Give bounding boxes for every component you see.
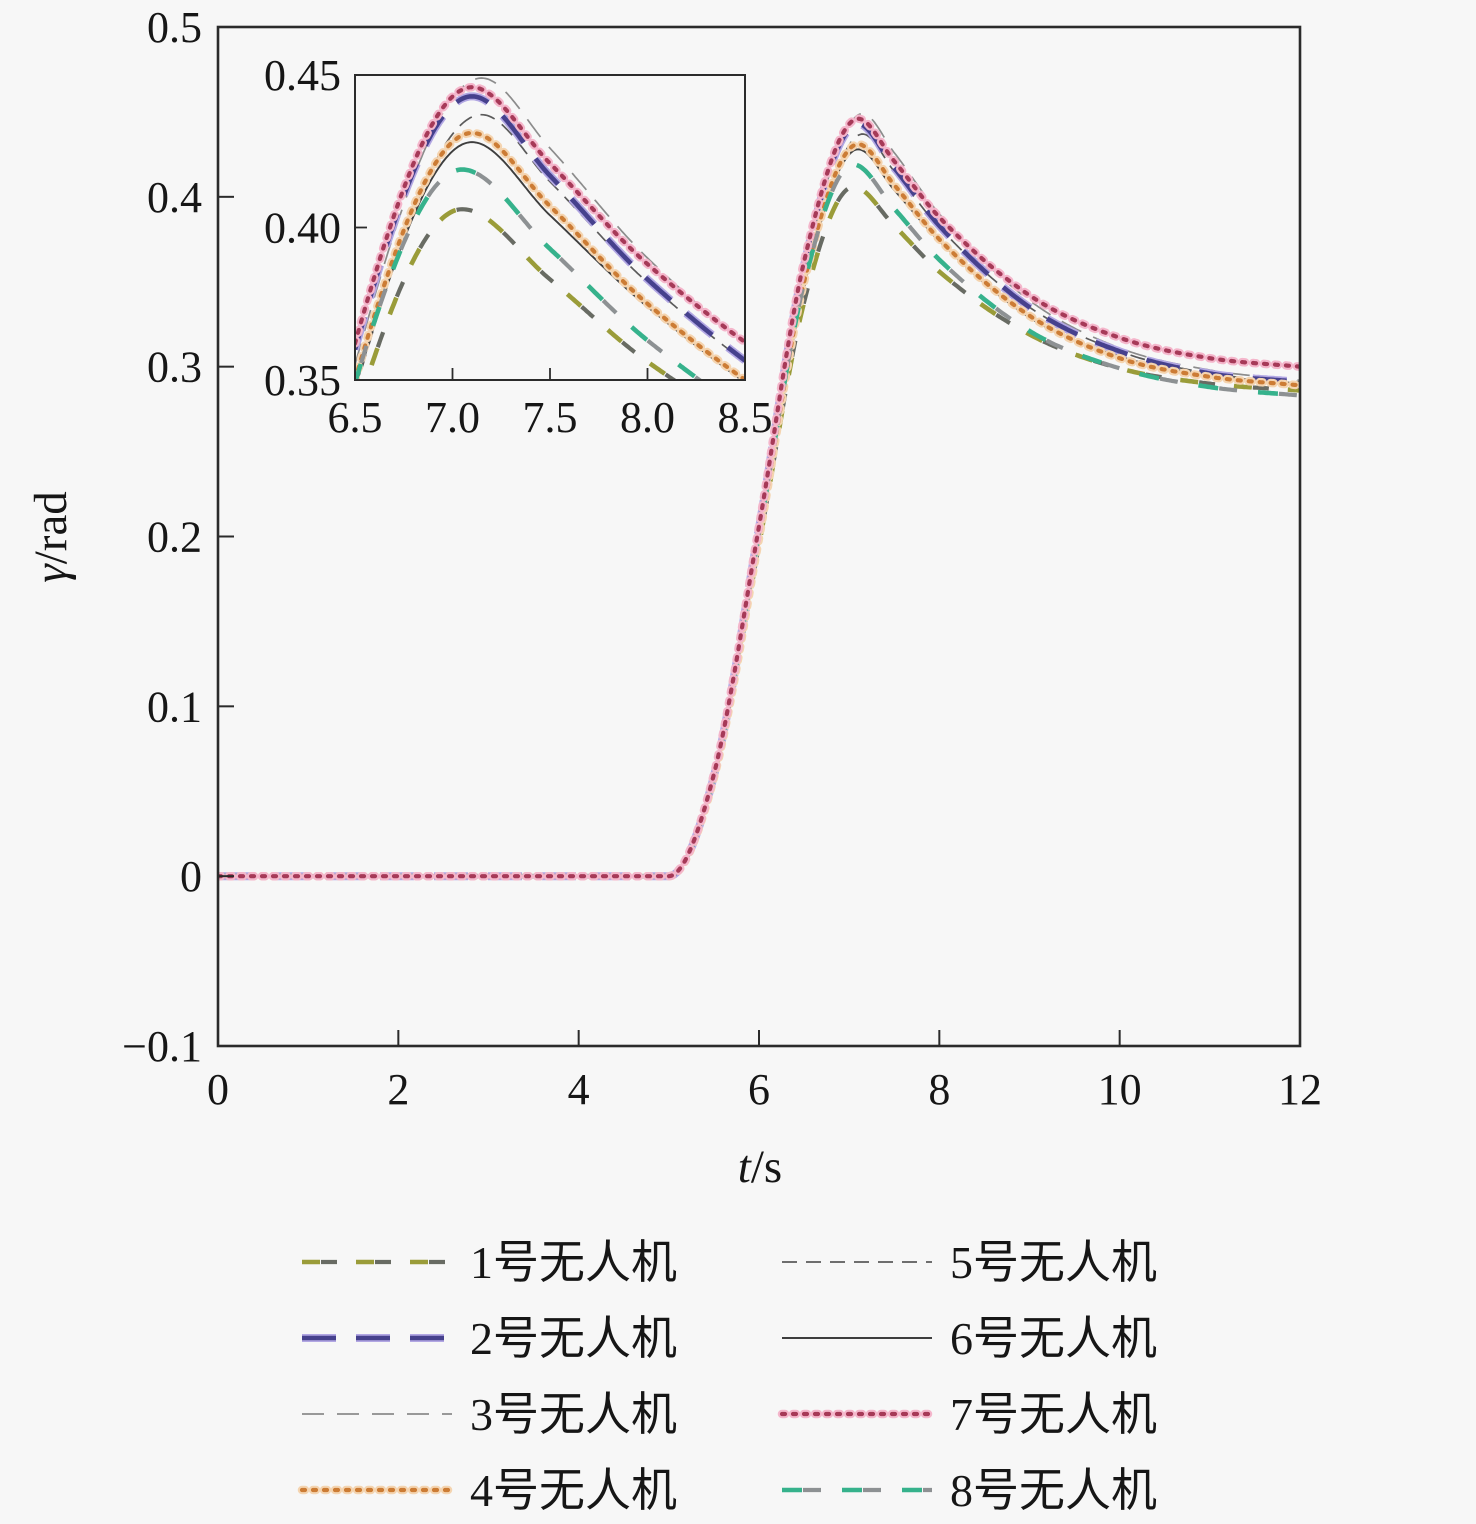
legend-label: 7号无人机 (950, 1389, 1157, 1440)
legend-label: 6号无人机 (950, 1313, 1157, 1364)
series-line-8号无人机-inset (355, 167, 704, 380)
series-line-1号无人机-inset-layer1 (364, 207, 678, 380)
legend-item-5: 5号无人机 (782, 1237, 1157, 1288)
legend-label: 4号无人机 (470, 1465, 677, 1516)
inset-curves (355, 77, 745, 380)
legend-item-8: 8号无人机 (782, 1465, 1157, 1516)
y-tick-label: 0.5 (147, 3, 202, 52)
main-plot-axes: 0 2 4 6 8 10 12−0.100.10.20.30.40.5 (122, 3, 1322, 1114)
y-tick-label: −0.1 (122, 1022, 202, 1071)
x-tick-label: 2 (387, 1065, 409, 1114)
x-tick-label: 12 (1278, 1065, 1322, 1114)
inset-x-tick-label: 7.5 (523, 393, 578, 442)
legend-label: 8号无人机 (950, 1465, 1157, 1516)
legend-item-2: 2号无人机 (302, 1313, 677, 1364)
inset-x-tick-label: 8.5 (718, 393, 773, 442)
inset-x-tick-label: 6.5 (328, 393, 383, 442)
inset-plot: 6.5 7.0 7.5 8.0 8.5 0.35 0.40 0.45 (264, 51, 773, 442)
y-tick-label: 0.1 (147, 682, 202, 731)
series-line-2号无人机-inset-layer1 (355, 94, 745, 363)
legend-item-1: 1号无人机 (302, 1237, 677, 1288)
y-tick-label: 0.2 (147, 513, 202, 562)
inset-y-tick-label: 0.45 (264, 51, 341, 100)
x-axis-label: t/s (738, 1141, 782, 1193)
series-line-7号无人机-inset-layer1 (355, 85, 745, 346)
x-axis-unit: /s (751, 1141, 782, 1193)
x-axis-symbol: t (738, 1141, 752, 1193)
y-tick-label: 0.4 (147, 173, 202, 222)
x-tick-label: 6 (748, 1065, 770, 1114)
legend-item-4: 4号无人机 (297, 1465, 677, 1516)
main-plot-curves (218, 112, 1300, 881)
legend-item-6: 6号无人机 (782, 1313, 1157, 1364)
x-tick-label: 0 (207, 1065, 229, 1114)
legend-item-3: 3号无人机 (302, 1389, 677, 1440)
y-axis-unit: /rad (25, 491, 77, 564)
legend-label: 2号无人机 (470, 1313, 677, 1364)
y-axis-symbol: γ (25, 563, 77, 583)
inset-x-tick-label: 7.0 (425, 393, 480, 442)
inset-y-tick-label: 0.40 (264, 204, 341, 253)
legend-label: 3号无人机 (470, 1389, 677, 1440)
y-tick-label: 0.3 (147, 343, 202, 392)
x-tick-label: 4 (568, 1065, 590, 1114)
inset-y-tick-label: 0.35 (264, 356, 341, 405)
series-line-5号无人机-inset (357, 113, 745, 380)
series-line-4号无人机-inset-layer1 (355, 130, 745, 380)
y-axis-label: γ/rad (25, 491, 77, 583)
legend-item-7: 7号无人机 (777, 1389, 1157, 1440)
x-tick-label: 10 (1098, 1065, 1142, 1114)
series-line-7号无人机-layer1 (218, 116, 1300, 879)
inset-x-tick-label: 8.0 (620, 393, 675, 442)
y-tick-label: 0 (180, 852, 202, 901)
legend-label: 1号无人机 (470, 1237, 677, 1288)
legend-label: 5号无人机 (950, 1237, 1157, 1288)
x-tick-label: 8 (928, 1065, 950, 1114)
legend: 1号无人机 2号无人机 3号无人机 4号无人机 5号无人机 6号无人机 7号无人机 8号无人机 (297, 1237, 1157, 1516)
